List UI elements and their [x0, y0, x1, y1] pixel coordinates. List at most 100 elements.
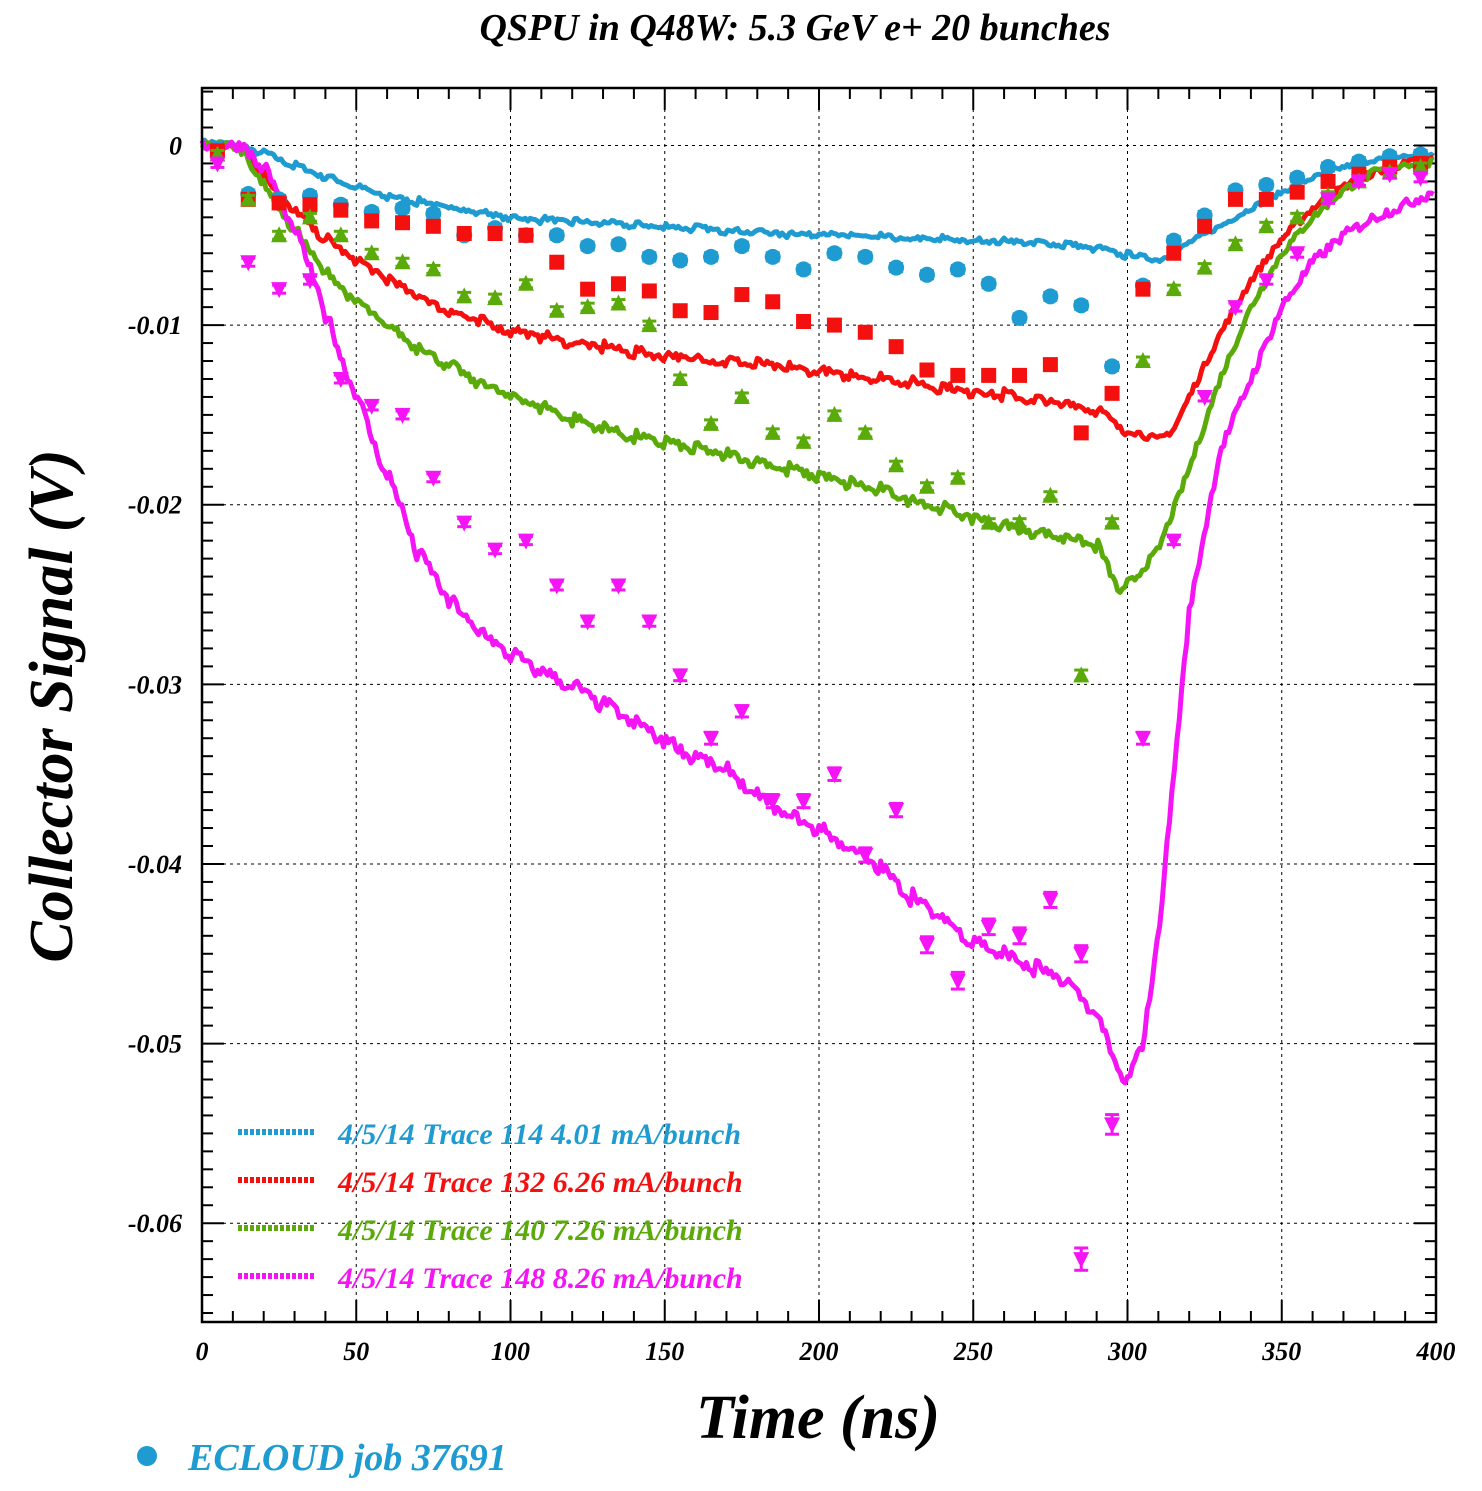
footer-label: ECLOUD job 37691	[187, 1437, 507, 1479]
data-point-circle	[672, 252, 689, 269]
data-point-triangle-up	[456, 287, 473, 304]
data-point-triangle-up	[795, 432, 812, 449]
data-point-circle	[1165, 232, 1182, 249]
data-point-triangle-down	[487, 542, 504, 559]
data-point-square	[857, 324, 873, 340]
data-point-triangle-up	[826, 405, 843, 422]
data-point-triangle-up	[764, 423, 781, 440]
data-point-triangle-down	[949, 973, 966, 990]
data-point-square	[672, 303, 688, 319]
data-point-triangle-down	[1320, 192, 1337, 209]
trace-line	[199, 139, 1435, 1086]
data-point-triangle-down	[733, 704, 750, 721]
y-tick-label: -0.04	[128, 850, 182, 879]
data-point-square	[425, 218, 441, 234]
data-point-triangle-up	[1412, 158, 1429, 175]
data-point-triangle-up	[672, 369, 689, 386]
data-point-triangle-up	[363, 244, 380, 261]
data-point-square	[271, 195, 287, 211]
data-point-square	[1320, 173, 1336, 189]
data-point-triangle-up	[1104, 513, 1121, 530]
data-point-circle	[795, 261, 812, 278]
data-point-triangle-up	[1258, 217, 1275, 234]
data-point-triangle-up	[949, 468, 966, 485]
y-tick-label: -0.02	[128, 491, 182, 520]
data-point-triangle-up	[332, 226, 349, 243]
data-point-circle	[764, 248, 781, 265]
data-point-circle	[610, 236, 627, 253]
data-point-triangle-down	[394, 407, 411, 424]
data-point-square	[1073, 425, 1089, 441]
trace-line	[200, 139, 1434, 595]
data-point-square	[796, 314, 812, 330]
data-point-circle	[579, 238, 596, 255]
data-point-square	[765, 294, 781, 310]
data-point-triangle-down	[1227, 300, 1244, 317]
data-point-square	[703, 305, 719, 321]
data-point-triangle-down	[1350, 174, 1367, 191]
data-point-triangle-down	[425, 470, 442, 487]
data-point-triangle-down	[301, 273, 318, 290]
data-point-triangle-down	[703, 731, 720, 748]
data-point-triangle-down	[363, 398, 380, 415]
data-point-square	[1166, 245, 1182, 261]
data-point-triangle-down	[1165, 533, 1182, 550]
data-point-triangle-down	[456, 515, 473, 532]
data-point-triangle-down	[209, 156, 226, 173]
data-point-triangle-up	[487, 289, 504, 306]
legend-label: 4/5/14 Trace 132 6.26 mA/bunch	[337, 1166, 743, 1199]
data-point-triangle-up	[579, 298, 596, 315]
data-point-triangle-up	[548, 301, 565, 318]
data-point-circle	[1258, 176, 1275, 193]
data-point-circle	[1289, 169, 1306, 186]
data-point-triangle-down	[332, 371, 349, 388]
data-point-circle	[918, 266, 935, 283]
data-point-triangle-up	[703, 414, 720, 431]
data-point-circle	[1042, 288, 1059, 305]
x-tick-label: 350	[1261, 1337, 1301, 1366]
data-point-triangle-down	[641, 614, 658, 631]
y-tick-label: -0.06	[128, 1209, 182, 1238]
data-point-circle	[1320, 159, 1337, 176]
data-point-square	[1042, 357, 1058, 373]
data-point-triangle-up	[1134, 352, 1151, 369]
data-point-triangle-up	[425, 260, 442, 277]
data-point-square	[364, 213, 380, 229]
data-point-circle	[888, 259, 905, 276]
x-tick-label: 50	[343, 1337, 369, 1366]
data-point-triangle-down	[826, 767, 843, 784]
data-point-square	[1104, 385, 1120, 401]
data-point-square	[1258, 191, 1274, 207]
x-tick-label: 200	[799, 1337, 839, 1366]
data-point-square	[641, 283, 657, 299]
legend-label: 4/5/14 Trace 148 8.26 mA/bunch	[337, 1262, 743, 1295]
data-point-square	[549, 254, 565, 270]
plot-area: 0 50 100 150 200 250 300 350 400 0 -0.01 -0.02 -0.03…	[128, 86, 1456, 1366]
data-point-triangle-up	[733, 387, 750, 404]
data-point-triangle-down	[548, 578, 565, 595]
data-point-circle	[1104, 358, 1121, 375]
data-point-circle	[1011, 309, 1028, 326]
data-point-circle	[1073, 297, 1090, 314]
chart-title: QSPU in Q48W: 5.3 GeV e+ 20 bunches	[479, 7, 1110, 49]
data-point-triangle-down	[1258, 273, 1275, 290]
legend-label: 4/5/14 Trace 140 7.26 mA/bunch	[337, 1214, 743, 1247]
data-point-triangle-down	[1073, 946, 1090, 963]
data-point-square	[734, 287, 750, 303]
x-tick-label: 250	[953, 1337, 993, 1366]
data-point-circle	[394, 200, 411, 217]
data-point-triangle-down	[1073, 1252, 1090, 1269]
data-point-square	[981, 367, 997, 383]
data-point-square	[950, 367, 966, 383]
data-point-square	[487, 225, 503, 241]
data-point-triangle-down	[1381, 167, 1398, 184]
x-tick-label: 150	[645, 1337, 684, 1366]
data-point-triangle-down	[271, 282, 288, 299]
data-point-square	[888, 339, 904, 355]
data-point-triangle-up	[1227, 235, 1244, 252]
y-axis-label: Collector Signal (V)	[18, 449, 86, 962]
data-point-circle	[980, 275, 997, 292]
data-point-triangle-down	[1042, 892, 1059, 909]
data-point-triangle-up	[918, 477, 935, 494]
data-point-triangle-down	[1289, 246, 1306, 263]
